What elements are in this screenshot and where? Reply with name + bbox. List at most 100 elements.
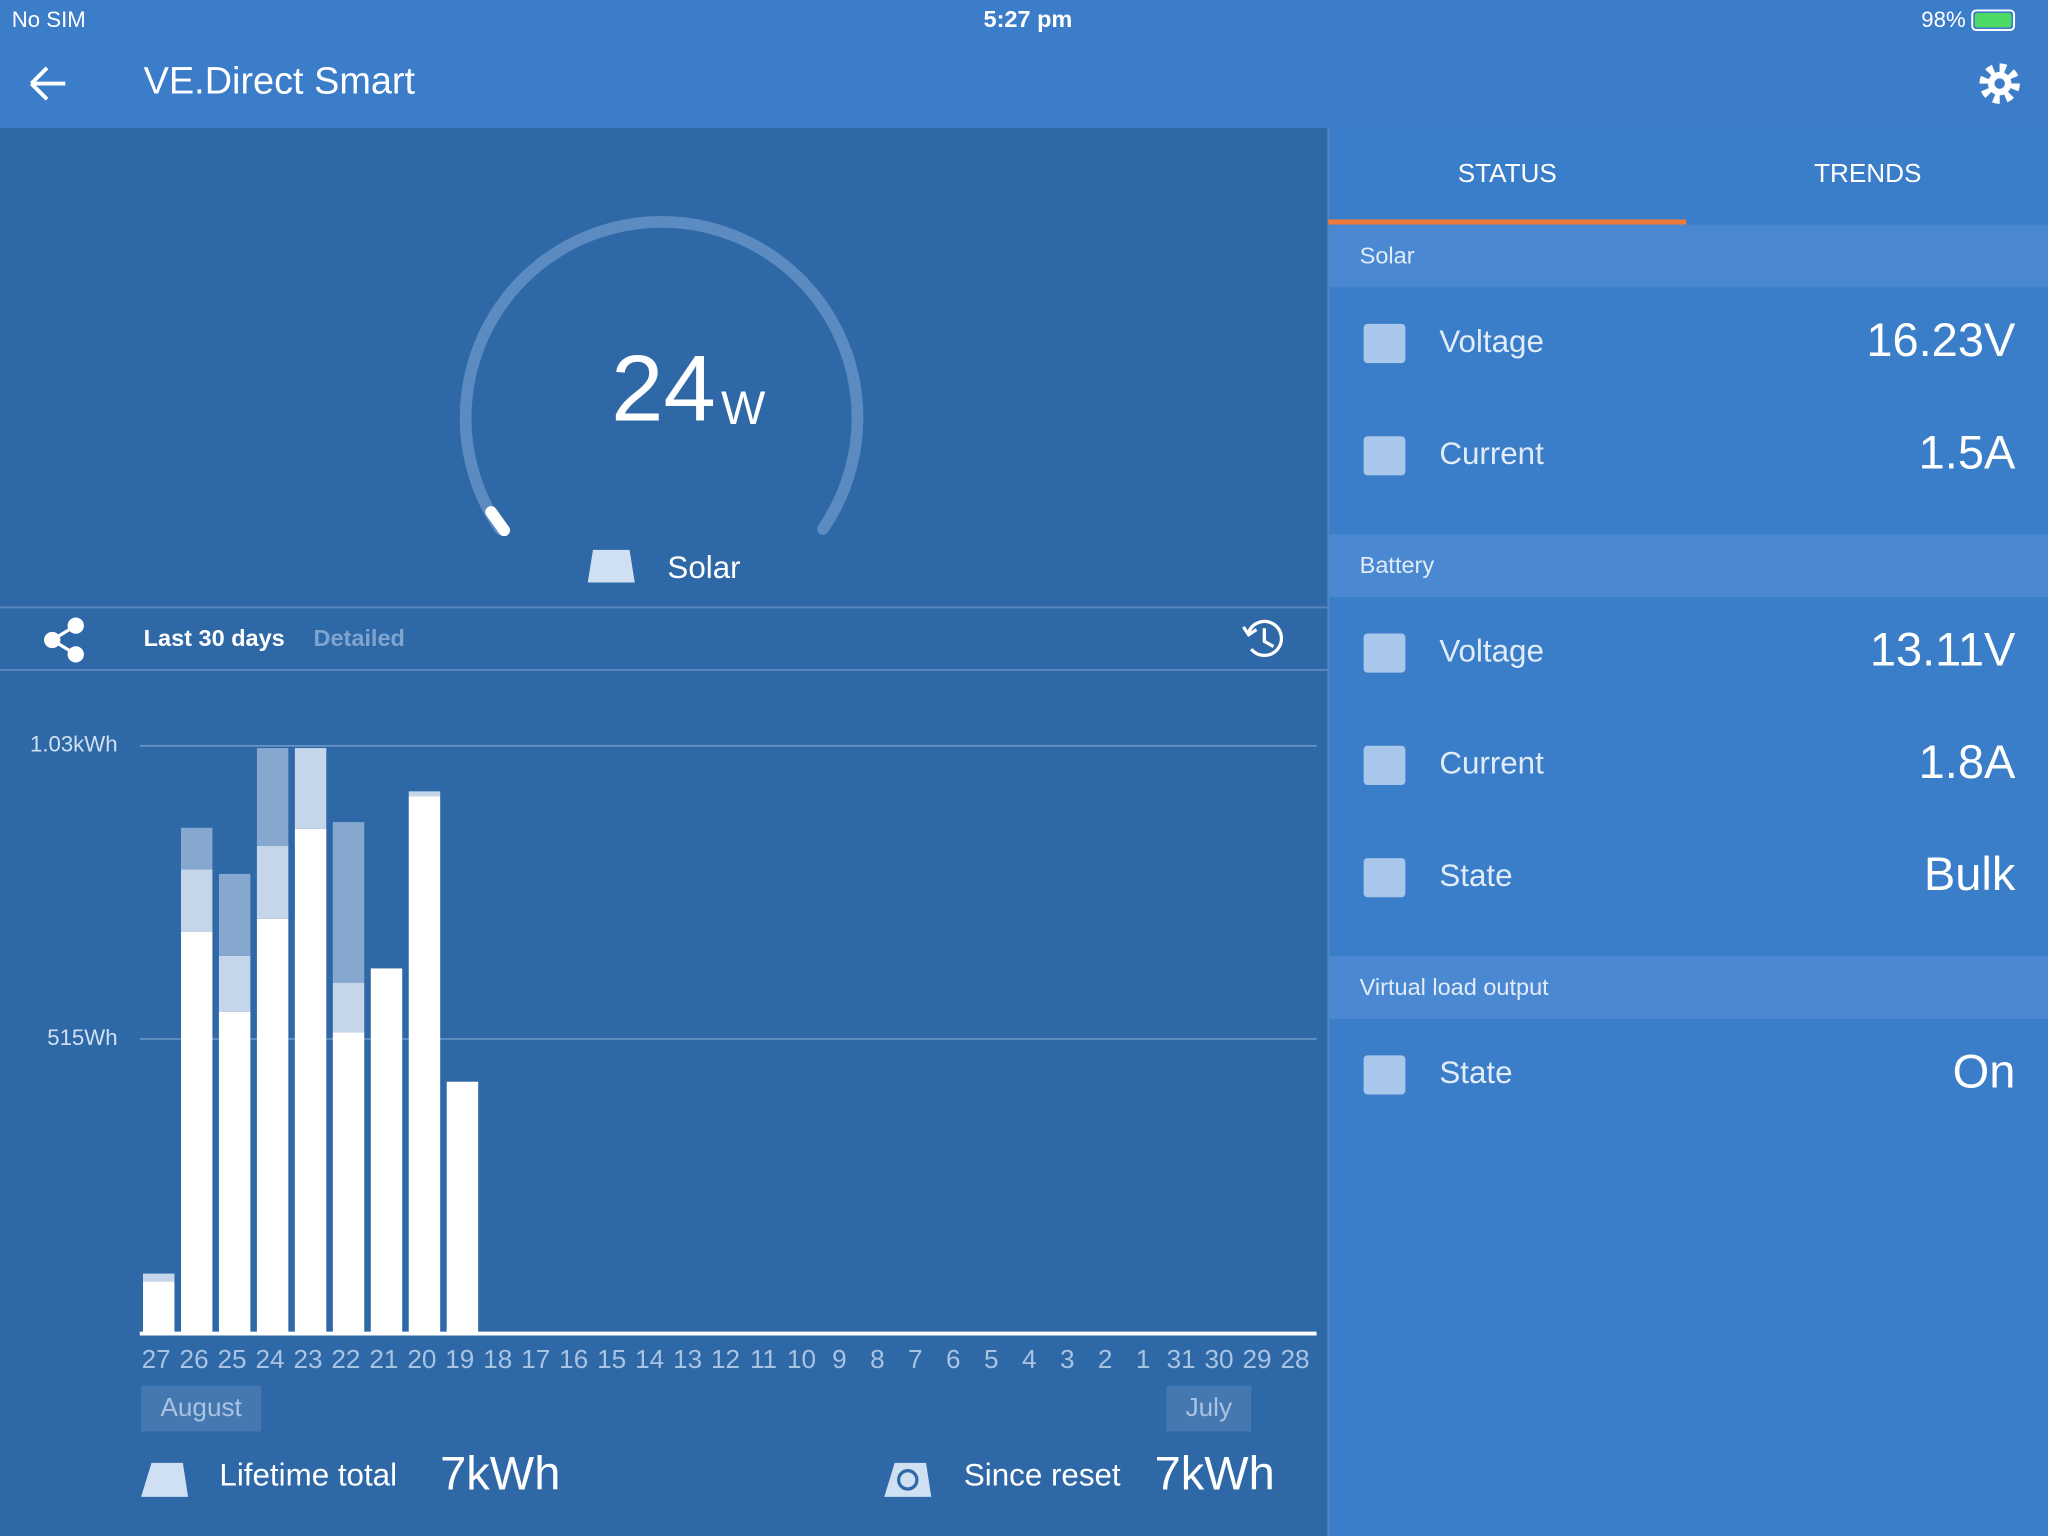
row-label: Current	[1439, 436, 1544, 471]
bar-segment	[180, 931, 213, 1333]
solar-icon	[587, 549, 635, 583]
row-label: State	[1439, 858, 1512, 893]
bar-segment	[332, 1032, 365, 1333]
x-tick-label: 4	[1022, 1344, 1037, 1374]
section-header	[1329, 224, 2048, 288]
x-tick-label: 2	[1098, 1344, 1113, 1374]
app-title: VE.Direct Smart	[144, 61, 416, 103]
x-tick-label: 22	[331, 1344, 360, 1374]
x-tick-label: 15	[597, 1344, 626, 1374]
x-tick-label: 17	[521, 1344, 550, 1374]
tab-trends[interactable]: TRENDS	[1814, 158, 1921, 188]
x-tick-label: 27	[142, 1344, 171, 1374]
battery-percent: 98%	[1921, 7, 1965, 32]
x-tick-label: 3	[1060, 1344, 1075, 1374]
tab-status[interactable]: STATUS	[1458, 158, 1557, 188]
gauge-label: Solar	[667, 550, 740, 585]
settings-button[interactable]	[1979, 63, 2020, 104]
bar-segment	[218, 955, 251, 1012]
row-icon	[1363, 633, 1406, 673]
x-tick-label: 9	[832, 1344, 847, 1374]
section-header	[1329, 956, 2048, 1019]
gauge-track	[459, 215, 864, 535]
y-tick-label: 515Wh	[47, 1025, 117, 1050]
x-tick-label: 5	[984, 1344, 999, 1374]
x-tick-label: 1	[1136, 1344, 1151, 1374]
tab-last-30-days[interactable]: Last 30 days	[144, 625, 285, 651]
row-value: 16.23V	[1866, 313, 2016, 366]
section-title: Virtual load output	[1360, 974, 1549, 1000]
row-value: 1.5A	[1919, 425, 2016, 478]
row-label: Voltage	[1439, 633, 1544, 668]
history-button[interactable]	[1242, 619, 1284, 657]
bar-segment	[332, 822, 365, 983]
reset-icon	[884, 1462, 932, 1497]
bar-segment	[143, 1281, 175, 1333]
x-tick-label: 16	[559, 1344, 588, 1374]
row-icon	[1363, 323, 1406, 364]
gauge-unit: W	[721, 381, 766, 434]
month-chip	[1166, 1385, 1252, 1432]
row-value: On	[1953, 1044, 2016, 1097]
x-tick-label: 31	[1167, 1344, 1196, 1374]
bar-segment	[143, 1273, 175, 1282]
total-value: 7kWh	[1155, 1447, 1275, 1500]
tab-indicator	[1328, 219, 1687, 225]
row-label: Voltage	[1439, 324, 1544, 359]
bar-segment	[370, 968, 403, 1333]
row-icon	[1363, 436, 1406, 476]
x-tick-label: 25	[218, 1344, 247, 1374]
bar-segment	[256, 918, 289, 1333]
x-tick-label: 21	[369, 1344, 398, 1374]
bar-segment	[218, 873, 251, 956]
bar-segment	[294, 748, 327, 829]
month-label: August	[160, 1392, 242, 1422]
month-label: July	[1186, 1392, 1232, 1422]
section-header	[1329, 534, 2048, 597]
row-icon	[1363, 745, 1406, 785]
row-icon	[1363, 858, 1406, 898]
bar-segment	[180, 827, 213, 870]
x-tick-label: 18	[483, 1344, 512, 1374]
reset-icon-dot	[896, 1469, 919, 1491]
battery-icon	[1971, 9, 2016, 32]
total-label: Lifetime total	[219, 1458, 397, 1493]
x-tick-label: 20	[407, 1344, 436, 1374]
gauge-value: 24	[611, 336, 716, 441]
lifetime-icon	[141, 1462, 189, 1497]
x-tick-label: 10	[787, 1344, 816, 1374]
bar-segment	[408, 796, 441, 1333]
row-label: State	[1439, 1055, 1512, 1090]
x-tick-label: 26	[180, 1344, 209, 1374]
total-value: 7kWh	[440, 1447, 560, 1500]
x-tick-label: 23	[293, 1344, 322, 1374]
section-title: Battery	[1360, 552, 1435, 578]
app-bar	[0, 0, 2048, 128]
bar-segment	[180, 869, 213, 932]
bar-segment	[408, 791, 441, 797]
x-tick-label: 6	[946, 1344, 961, 1374]
y-tick-label: 1.03kWh	[30, 732, 118, 757]
bar-segment	[294, 828, 327, 1333]
time: 5:27 pm	[984, 6, 1073, 32]
x-tick-label: 7	[908, 1344, 923, 1374]
x-tick-label: 11	[750, 1344, 777, 1374]
bar-segment	[446, 1081, 479, 1333]
carrier: No SIM	[12, 7, 86, 32]
bar-segment	[256, 748, 289, 847]
row-label: Current	[1439, 746, 1544, 781]
share-button[interactable]	[44, 617, 84, 663]
section-title: Solar	[1360, 243, 1415, 269]
bar-segment	[218, 1011, 251, 1333]
x-tick-label: 14	[635, 1344, 664, 1374]
bar-segment	[332, 982, 365, 1033]
back-button[interactable]	[29, 66, 66, 101]
right-panel	[1328, 128, 2048, 1536]
x-tick-label: 13	[673, 1344, 702, 1374]
x-tick-label: 28	[1280, 1344, 1309, 1374]
x-tick-label: 30	[1205, 1344, 1234, 1374]
x-tick-label: 19	[445, 1344, 474, 1374]
row-value: Bulk	[1924, 847, 2016, 900]
tab-detailed[interactable]: Detailed	[313, 625, 404, 651]
